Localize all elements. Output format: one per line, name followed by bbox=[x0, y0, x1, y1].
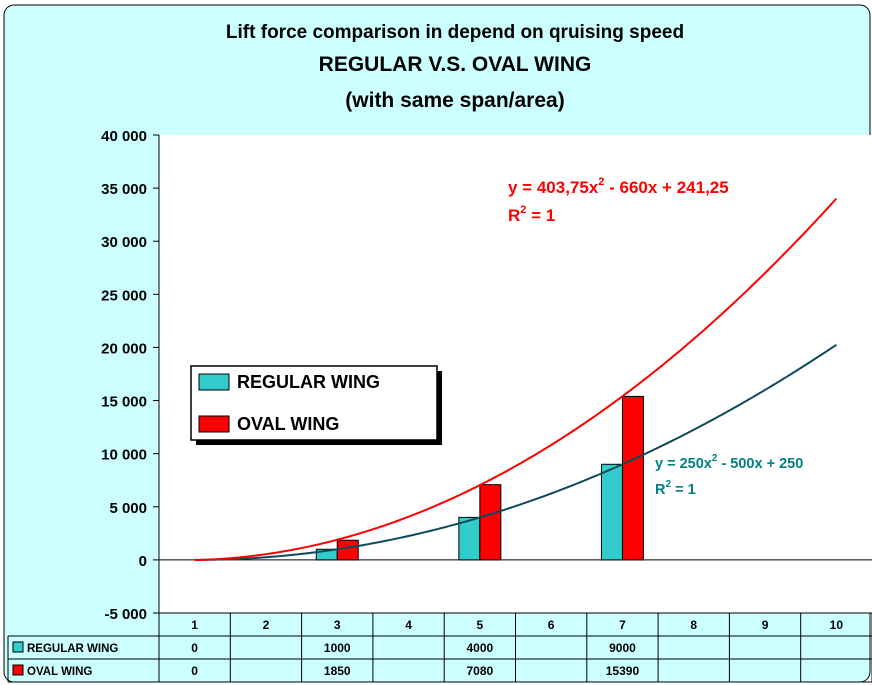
y-axis: 40 000 35 000 30 000 25 000 20 000 15 000 10 0… bbox=[101, 128, 160, 623]
svg-text:R2 = 1: R2 = 1 bbox=[655, 479, 696, 498]
trend-equation-regular-part2: - 500x + 250 bbox=[717, 456, 803, 472]
legend: REGULAR WING OVAL WING bbox=[190, 365, 442, 445]
trendline-oval bbox=[194, 197, 838, 562]
x-category-label: 6 bbox=[548, 618, 555, 632]
svg-text:y = 250x2 - 500x + 250: y = 250x2 - 500x + 250 bbox=[655, 453, 803, 472]
table-cell-value: 1850 bbox=[324, 664, 351, 678]
trend-label-regular: y = 250x2 - 500x + 250 R2 = 1 bbox=[655, 453, 803, 498]
trend-r2-oval-part2: = 1 bbox=[526, 206, 555, 225]
trend-r2-oval-exponent: 2 bbox=[520, 204, 526, 216]
chart-title-line-3: (with same span/area) bbox=[345, 89, 564, 112]
legend-label-oval: OVAL WING bbox=[237, 414, 339, 434]
trend-label-oval: y = 403,75x2 - 660x + 241,25 R2 = 1 bbox=[508, 176, 729, 225]
trend-equation-oval-part1: y = 403,75x bbox=[508, 178, 599, 197]
trend-equation-oval-part2: - 660x + 241,25 bbox=[604, 178, 728, 197]
legend-swatch-regular bbox=[198, 373, 230, 391]
y-tick-label: 40 000 bbox=[101, 128, 147, 145]
table-row-header: REGULAR WING bbox=[27, 643, 118, 655]
chart-title-line-1: Lift force comparison in depend on qruis… bbox=[226, 22, 684, 43]
y-tick-label: 15 000 bbox=[101, 394, 147, 411]
y-tick-label: 35 000 bbox=[101, 181, 147, 198]
trend-equation-regular-exponent: 2 bbox=[712, 453, 718, 464]
table-row-header: OVAL WING bbox=[27, 666, 92, 678]
x-category-label: 4 bbox=[405, 618, 412, 632]
bar-regular-cat-5 bbox=[458, 516, 481, 561]
y-tick-label: 30 000 bbox=[101, 234, 147, 251]
table-cell-value: 9000 bbox=[609, 641, 636, 655]
trend-equation-regular-part1: y = 250x bbox=[655, 456, 712, 472]
trendlines bbox=[194, 197, 838, 562]
table-cell-value: 15390 bbox=[606, 664, 640, 678]
table-cell-value: 7080 bbox=[466, 664, 493, 678]
trend-r2-regular-part2: = 1 bbox=[671, 482, 696, 498]
legend-swatch-oval bbox=[198, 415, 230, 433]
x-category-label: 9 bbox=[762, 618, 769, 632]
x-category-label: 2 bbox=[263, 618, 270, 632]
bar-oval-cat-5 bbox=[479, 484, 502, 561]
y-tick-label: 5 000 bbox=[109, 500, 147, 517]
bars bbox=[315, 395, 644, 561]
table-legend-key bbox=[12, 664, 24, 676]
trend-r2-regular-part1: R bbox=[655, 482, 666, 498]
trend-r2-oval-part1: R bbox=[508, 206, 520, 225]
svg-text:R2 = 1: R2 = 1 bbox=[508, 204, 555, 225]
y-tick-label: 20 000 bbox=[101, 340, 147, 357]
svg-text:y = 403,75x2 - 660x + 241,25: y = 403,75x2 - 660x + 241,25 bbox=[508, 176, 729, 197]
trend-r2-regular-exponent: 2 bbox=[665, 479, 671, 490]
bar-oval-cat-7 bbox=[621, 395, 644, 561]
x-category-label: 3 bbox=[334, 618, 341, 632]
y-tick-label: -5 000 bbox=[104, 606, 147, 623]
bar-oval-cat-3 bbox=[336, 539, 359, 561]
y-tick-label: 10 000 bbox=[101, 447, 147, 464]
data-table: 1 2 3 4 5 6 7 8 9 10 REGULAR WING 0 1000 4000 9000 OVAL… bbox=[7, 612, 872, 683]
trendline-regular bbox=[194, 343, 837, 561]
table-cell-value: 1000 bbox=[324, 641, 351, 655]
trend-equation-oval-exponent: 2 bbox=[598, 176, 604, 188]
table-legend-key bbox=[12, 641, 24, 653]
x-category-label: 5 bbox=[477, 618, 484, 632]
x-category-label: 1 bbox=[191, 618, 198, 632]
x-category-label: 10 bbox=[830, 618, 844, 632]
table-cell-value: 0 bbox=[191, 664, 198, 678]
table-cell-value: 4000 bbox=[466, 641, 493, 655]
legend-label-regular: REGULAR WING bbox=[237, 372, 380, 392]
bar-regular-cat-7 bbox=[600, 463, 623, 561]
y-tick-label: 0 bbox=[139, 553, 147, 570]
x-category-label: 7 bbox=[619, 618, 626, 632]
chart-title-line-2: REGULAR V.S. OVAL WING bbox=[319, 53, 592, 76]
x-category-label: 8 bbox=[690, 618, 697, 632]
y-tick-label: 25 000 bbox=[101, 287, 147, 304]
table-cell-value: 0 bbox=[191, 641, 198, 655]
